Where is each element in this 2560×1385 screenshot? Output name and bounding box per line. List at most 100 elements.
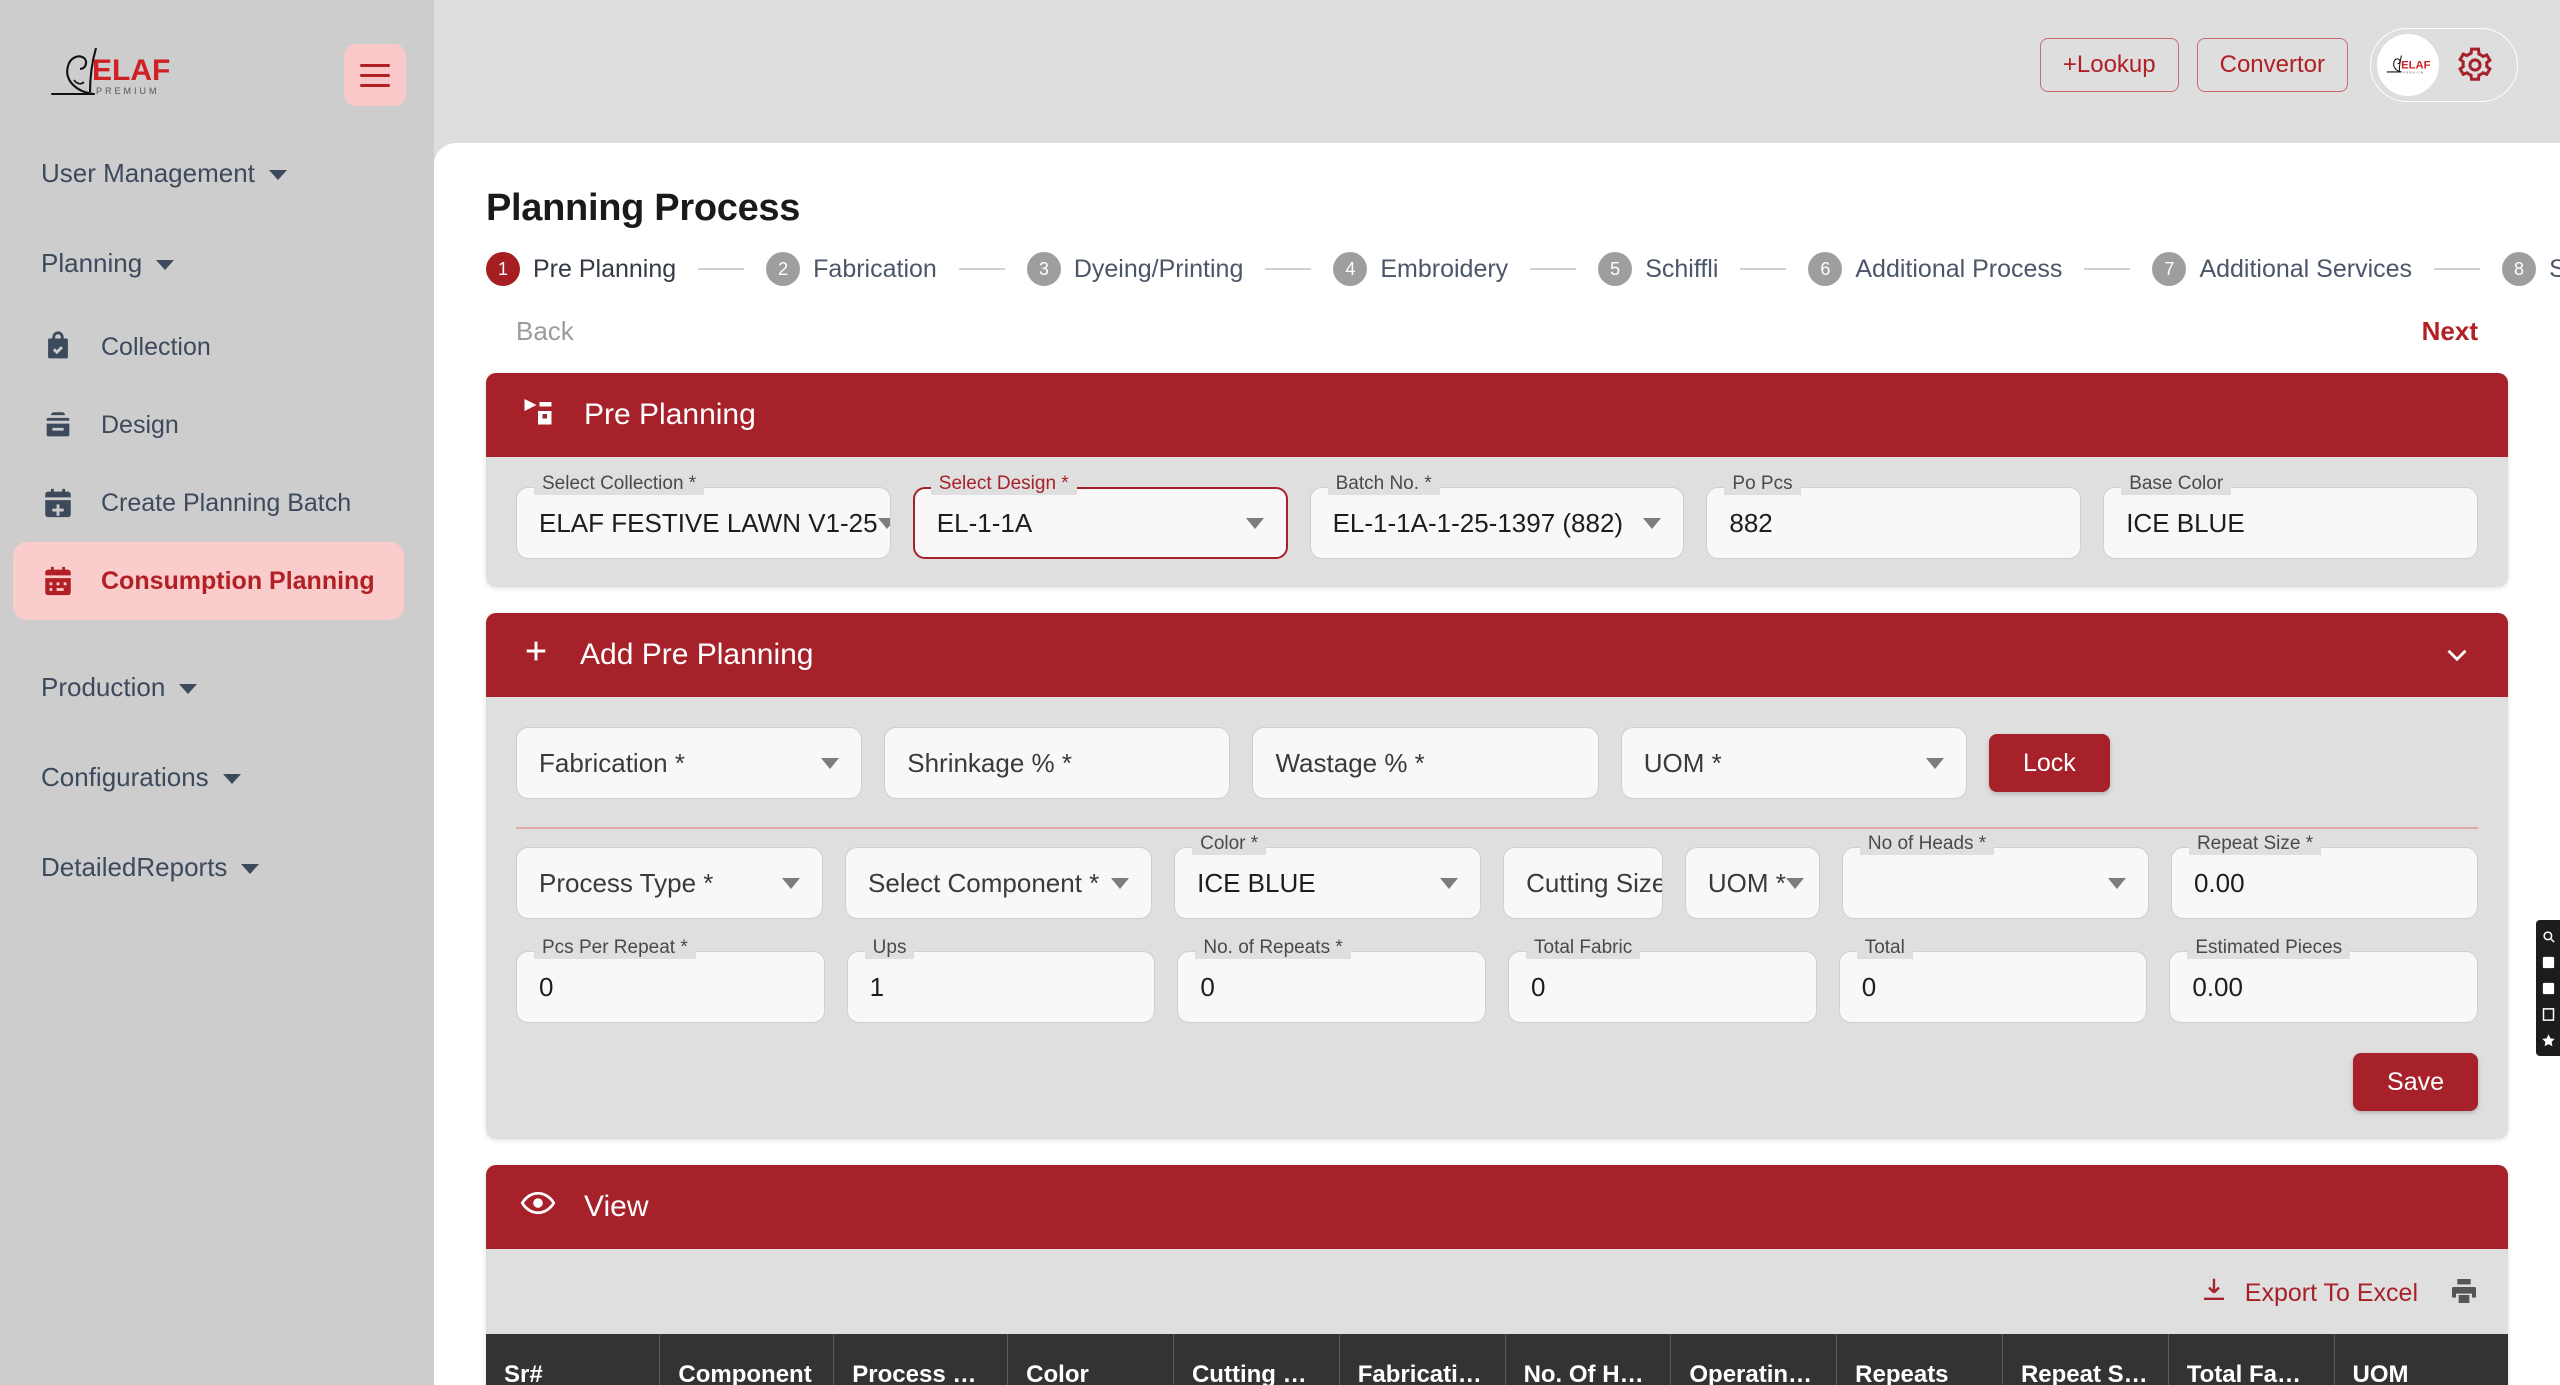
no-of-repeats-field[interactable]: No. of Repeats * 0 <box>1177 937 1487 1023</box>
col-total-fabric[interactable]: Total Fabric <box>2168 1334 2335 1385</box>
process-type-control[interactable]: Process Type * <box>516 847 824 919</box>
cutting-size-input[interactable]: Cutting Size * <box>1503 847 1663 919</box>
save-button[interactable]: Save <box>2353 1053 2478 1111</box>
select-collection-field[interactable]: Select Collection * ELAF FESTIVE LAWN V1… <box>516 473 891 559</box>
next-button[interactable]: Next <box>2421 316 2478 346</box>
sidebar-item-design[interactable]: Design <box>13 386 404 464</box>
step-additional-process[interactable]: 6 Additional Process <box>1808 252 2062 286</box>
col-color[interactable]: Color <box>1007 1334 1174 1385</box>
cutting-uom-control[interactable]: UOM * <box>1684 847 1820 919</box>
col-component[interactable]: Component <box>659 1334 835 1385</box>
pcs-per-repeat-input[interactable]: 0 <box>516 951 825 1023</box>
lock-button[interactable]: Lock <box>1988 734 2110 792</box>
sidebar-item-create-planning-batch[interactable]: Create Planning Batch <box>13 464 404 542</box>
cutting-uom-field[interactable]: UOM * <box>1684 847 1820 919</box>
export-toolbar: Export To Excel <box>486 1249 2508 1334</box>
square-icon[interactable] <box>2540 980 2556 996</box>
repeat-size-field[interactable]: Repeat Size * 0.00 <box>2170 833 2478 919</box>
step-embroidery[interactable]: 4 Embroidery <box>1333 252 1508 286</box>
ups-input[interactable]: 1 <box>846 951 1156 1023</box>
total-input[interactable]: 0 <box>1838 951 2148 1023</box>
pcs-per-repeat-field[interactable]: Pcs Per Repeat * 0 <box>516 937 825 1023</box>
select-design-field[interactable]: Select Design * EL-1-1A <box>912 473 1288 559</box>
step-dyeing-printing[interactable]: 3 Dyeing/Printing <box>1026 252 1243 286</box>
select-component-control[interactable]: Select Component * <box>845 847 1153 919</box>
shrinkage-field[interactable]: Shrinkage % * <box>884 727 1231 799</box>
save-row: Save <box>516 1053 2478 1111</box>
ups-field[interactable]: Ups 1 <box>846 937 1156 1023</box>
col-no-of-heads[interactable]: No. Of Heads <box>1505 1334 1672 1385</box>
chevron-down-icon[interactable] <box>2440 638 2474 672</box>
convertor-button[interactable]: Convertor <box>2196 38 2348 92</box>
no-of-heads-field[interactable]: No of Heads * <box>1841 833 2149 919</box>
step-connector <box>958 268 1005 270</box>
po-pcs-input[interactable]: 882 <box>1706 487 2082 559</box>
col-cutting-size[interactable]: Cutting Size <box>1173 1334 1340 1385</box>
shrinkage-input[interactable]: Shrinkage % * <box>884 727 1231 799</box>
star-icon[interactable] <box>2540 1032 2556 1048</box>
fabrication-control[interactable]: Fabrication * <box>516 727 863 799</box>
estimated-pieces-field[interactable]: Estimated Pieces 0.00 <box>2169 937 2479 1023</box>
uom-control[interactable]: UOM * <box>1620 727 1967 799</box>
col-fabrication[interactable]: Fabrication <box>1339 1334 1506 1385</box>
no-of-repeats-input[interactable]: 0 <box>1177 951 1487 1023</box>
select-design-control[interactable]: EL-1-1A <box>912 487 1288 559</box>
sidebar-group-user-management[interactable]: User Management <box>0 128 434 218</box>
color-control[interactable]: ICE BLUE <box>1174 847 1482 919</box>
user-menu[interactable]: ELAF PREMIUM <box>2370 28 2518 102</box>
color-field[interactable]: Color * ICE BLUE <box>1174 833 1482 919</box>
fabrication-field[interactable]: Fabrication * <box>516 727 863 799</box>
col-repeats[interactable]: Repeats <box>1836 1334 2003 1385</box>
search-icon[interactable] <box>2540 928 2556 944</box>
printer-icon[interactable] <box>2448 1275 2480 1312</box>
batch-no-field[interactable]: Batch No. * EL-1-1A-1-25-1397 (882) <box>1309 473 1685 559</box>
no-of-heads-control[interactable] <box>1841 847 2149 919</box>
col-process-type[interactable]: Process Type <box>833 1334 1009 1385</box>
base-color-input[interactable]: ICE BLUE <box>2103 487 2478 559</box>
pcs-per-repeat-value: 0 <box>539 971 554 1002</box>
note-icon[interactable] <box>2540 954 2556 970</box>
sidebar-group-production[interactable]: Production <box>0 642 434 732</box>
sidebar-group-planning[interactable]: Planning <box>0 218 434 308</box>
wastage-field[interactable]: Wastage % * <box>1252 727 1599 799</box>
sidebar-toggle-button[interactable] <box>344 44 406 106</box>
estimated-pieces-input[interactable]: 0.00 <box>2169 951 2479 1023</box>
total-fabric-field[interactable]: Total Fabric 0 <box>1508 937 1817 1023</box>
uom-field[interactable]: UOM * <box>1620 727 1967 799</box>
batch-no-label: Batch No. * <box>1327 473 1440 495</box>
sidebar-group-configurations[interactable]: Configurations <box>0 732 434 822</box>
step-additional-services[interactable]: 7 Additional Services <box>2152 252 2412 286</box>
base-color-field[interactable]: Base Color ICE BLUE <box>2103 473 2478 559</box>
chevron-down-icon <box>782 877 801 889</box>
batch-no-control[interactable]: EL-1-1A-1-25-1397 (882) <box>1309 487 1685 559</box>
add-pre-planning-header[interactable]: Add Pre Planning <box>486 613 2508 697</box>
total-fabric-input[interactable]: 0 <box>1508 951 1817 1023</box>
cutting-size-field[interactable]: Cutting Size * <box>1503 847 1663 919</box>
wastage-input[interactable]: Wastage % * <box>1252 727 1599 799</box>
process-type-field[interactable]: Process Type * <box>516 847 824 919</box>
sidebar-item-consumption-planning[interactable]: Consumption Planning <box>13 542 404 620</box>
sidebar-group-detailed-reports[interactable]: DetailedReports <box>0 822 434 912</box>
select-collection-control[interactable]: ELAF FESTIVE LAWN V1-25 <box>516 487 891 559</box>
step-fabrication[interactable]: 2 Fabrication <box>766 252 937 286</box>
step-number: 8 <box>2502 252 2537 286</box>
base-color-value: ICE BLUE <box>2126 507 2245 538</box>
select-component-field[interactable]: Select Component * <box>845 847 1153 919</box>
back-button[interactable]: Back <box>516 316 574 346</box>
col-repeat-size[interactable]: Repeat Size <box>2002 1334 2169 1385</box>
export-to-excel-button[interactable]: Export To Excel <box>2199 1275 2418 1312</box>
col-operating-machine[interactable]: Operating Ma... <box>1670 1334 1838 1385</box>
col-sr[interactable]: Sr# <box>486 1334 661 1385</box>
sidebar-item-collection[interactable]: Collection <box>13 308 404 386</box>
col-uom[interactable]: UOM <box>2334 1334 2508 1385</box>
step-schiffli[interactable]: 5 Schiffli <box>1598 252 1718 286</box>
chevron-down-icon <box>2107 877 2126 889</box>
gear-icon[interactable] <box>2455 45 2495 85</box>
step-summary[interactable]: 8 Summary <box>2502 252 2560 286</box>
total-field[interactable]: Total 0 <box>1838 937 2148 1023</box>
lookup-button[interactable]: +Lookup <box>2039 38 2179 92</box>
step-pre-planning[interactable]: 1 Pre Planning <box>486 252 676 286</box>
page-icon[interactable] <box>2540 1006 2556 1022</box>
repeat-size-input[interactable]: 0.00 <box>2170 847 2478 919</box>
po-pcs-field[interactable]: Po Pcs 882 <box>1706 473 2082 559</box>
